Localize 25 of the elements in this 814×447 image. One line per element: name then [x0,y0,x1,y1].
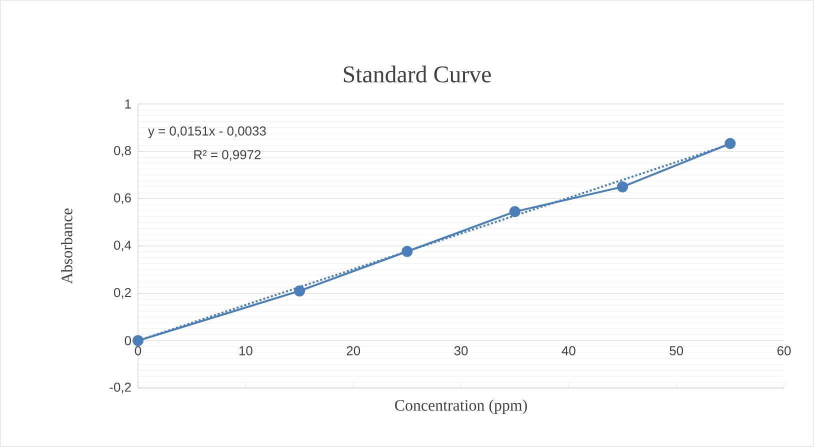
point [402,246,413,257]
x-tick-label: 0 [134,346,142,356]
y-axis-title: Absorbance [61,208,72,284]
y-tick-label: 0,6 [114,193,131,204]
point [294,285,306,296]
point [724,138,736,150]
x-tick-label: 10 [239,346,252,356]
annotation: R² = 0,9972 [194,150,261,161]
y-tick-label: 0,8 [114,146,131,157]
y-tick-label: 0,2 [114,288,131,299]
x-tick-label: 50 [670,346,684,356]
y-tick-label: 1 [125,100,131,108]
y-tick-label: -0,2 [110,382,131,394]
point [509,206,520,218]
x-axis-title: Concentration (ppm) [395,400,527,414]
chart-title: Standard Curve [344,66,491,82]
x-tick-label: 20 [346,346,360,356]
y-tick-label: 0 [124,336,131,346]
y-tick-label: 0,4 [114,240,132,252]
point [132,335,144,346]
annotation: y = 0,0151x - 0,0033 [148,126,266,138]
point [617,181,628,192]
x-tick-label: 60 [777,346,791,356]
x-tick-label: 30 [454,346,468,356]
x-tick-label: 40 [562,346,576,356]
